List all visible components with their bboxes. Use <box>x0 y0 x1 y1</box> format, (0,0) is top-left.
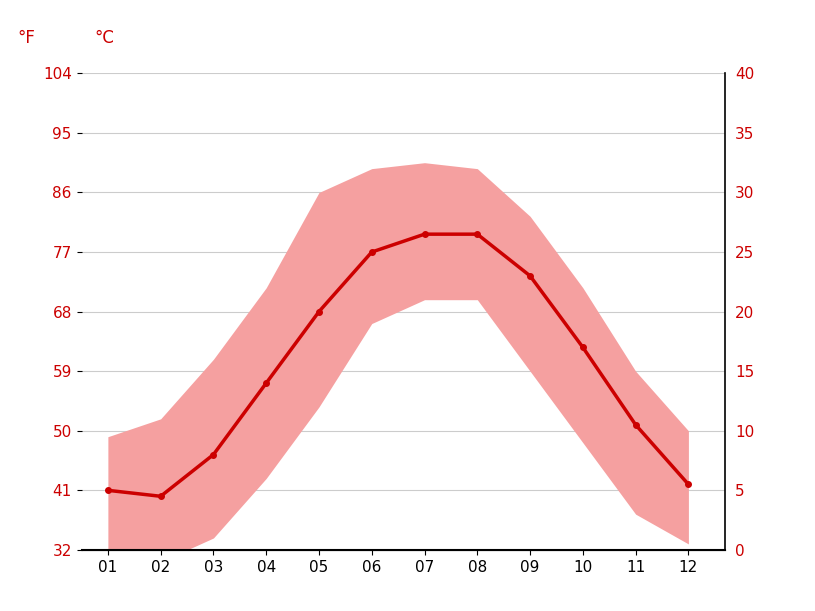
Text: °F: °F <box>18 29 36 47</box>
Text: °C: °C <box>94 29 114 47</box>
